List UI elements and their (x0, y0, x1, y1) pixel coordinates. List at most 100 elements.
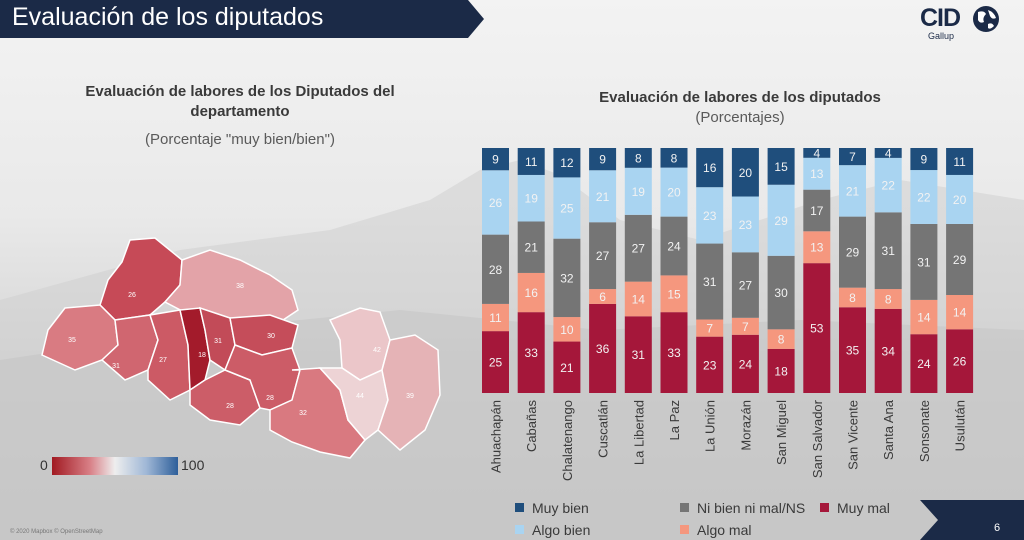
data-label: 25 (489, 356, 503, 370)
bar-segment (660, 216, 688, 276)
category-label: La Libertad (631, 400, 646, 465)
scale-max-label: 100 (181, 457, 205, 473)
data-label: 22 (882, 179, 896, 193)
map-value-san-miguel: 44 (356, 393, 364, 400)
data-label: 14 (953, 306, 967, 320)
map-subtitle: (Porcentaje "muy bien/bien") (145, 131, 335, 148)
data-label: 29 (846, 246, 860, 260)
bar-segment (874, 308, 902, 393)
bar-segment (553, 148, 581, 178)
data-label: 8 (635, 151, 642, 165)
data-label: 19 (632, 185, 646, 199)
bar-segment (946, 174, 974, 224)
legend-swatch (515, 503, 524, 512)
data-label: 23 (739, 218, 753, 232)
data-label: 8 (849, 291, 856, 305)
data-label: 14 (632, 292, 646, 306)
legend-item-muy-bien: Muy bien (515, 500, 589, 516)
bar-segment (696, 243, 724, 320)
category-label: Cuscatlán (596, 400, 611, 458)
department-map: 26 38 35 31 27 18 31 30 28 28 32 42 44 3… (41, 237, 441, 459)
data-label: 9 (599, 153, 606, 167)
bar-segment (767, 329, 795, 349)
category-label: San Vicente (846, 400, 861, 470)
bar-segment (803, 263, 831, 393)
category-label: Usulután (953, 400, 968, 451)
page-title: Evaluación de los diputados (12, 3, 324, 31)
bar-segment (660, 167, 688, 217)
data-label: 16 (703, 161, 717, 175)
map-value-morazan: 42 (373, 347, 381, 354)
bar-segment (517, 221, 545, 273)
map-title: Evaluación de labores de los Diputados d… (85, 83, 395, 120)
bar-segment (946, 223, 974, 295)
data-label: 31 (632, 348, 646, 362)
chart-title: Evaluación de labores de los diputados (599, 89, 881, 106)
data-label: 18 (774, 364, 788, 378)
category-label: Ahuachapán (489, 400, 504, 473)
data-label: 32 (560, 271, 574, 285)
bar-segment (874, 148, 902, 158)
logo-subtext: Gallup (928, 31, 955, 41)
bar-segment (589, 170, 617, 223)
legend-swatch (515, 525, 524, 534)
bar-segment (517, 174, 545, 222)
data-label: 16 (525, 286, 539, 300)
bar-segment (874, 157, 902, 213)
legend-swatch (680, 503, 689, 512)
map-value-ahuachapan: 35 (68, 337, 76, 344)
bar-segment (482, 331, 509, 393)
bar-segment (946, 148, 974, 175)
legend-label: Algo mal (697, 522, 752, 538)
bar-segment (910, 148, 938, 171)
data-label: 20 (739, 166, 753, 180)
legend-swatch (820, 503, 829, 512)
data-label: 24 (917, 357, 931, 371)
data-label: 13 (810, 167, 824, 181)
data-label: 23 (703, 358, 717, 372)
bar-segment (660, 275, 688, 313)
map-value-usulutan: 32 (299, 410, 307, 417)
bar-segment (696, 148, 724, 188)
data-label: 6 (599, 290, 606, 304)
data-label: 21 (846, 184, 860, 198)
legend-item-algo-mal: Algo mal (680, 522, 751, 538)
scale-min-label: 0 (40, 457, 48, 473)
bar-segment (731, 252, 759, 318)
bar-segment (767, 184, 795, 256)
data-label: 24 (667, 240, 681, 254)
bar-segment (589, 222, 617, 290)
bar-segment (767, 148, 795, 185)
bar-segment (624, 316, 652, 393)
bar-segment (839, 148, 866, 166)
bar-segment (624, 167, 652, 215)
bar-segment (553, 177, 581, 239)
bar-segment (839, 307, 866, 393)
category-label: La Unión (703, 400, 718, 452)
bar-segment (517, 148, 545, 175)
data-label: 4 (813, 146, 820, 160)
legend-item-algo-bien: Algo bien (515, 522, 590, 538)
category-label: Sonsonate (917, 400, 932, 462)
data-label: 28 (489, 263, 503, 277)
bar-segment (839, 216, 866, 288)
bar-segment (731, 317, 759, 335)
bar-segment (803, 157, 831, 190)
data-label: 29 (953, 253, 967, 267)
data-label: 22 (917, 191, 931, 205)
data-label: 26 (953, 355, 967, 369)
data-label: 24 (739, 357, 753, 371)
data-label: 7 (706, 322, 713, 336)
data-label: 15 (774, 160, 788, 174)
data-label: 36 (596, 342, 610, 356)
map-value-sonsonate: 31 (112, 363, 120, 370)
map-region-la-union (377, 334, 441, 451)
bar-segment (517, 272, 545, 313)
bar-segment (803, 148, 831, 158)
legend-swatch (680, 525, 689, 534)
data-label: 17 (810, 204, 824, 218)
bar-segment (874, 289, 902, 309)
bar-segment (624, 214, 652, 282)
data-label: 21 (560, 361, 574, 375)
data-label: 30 (774, 286, 788, 300)
